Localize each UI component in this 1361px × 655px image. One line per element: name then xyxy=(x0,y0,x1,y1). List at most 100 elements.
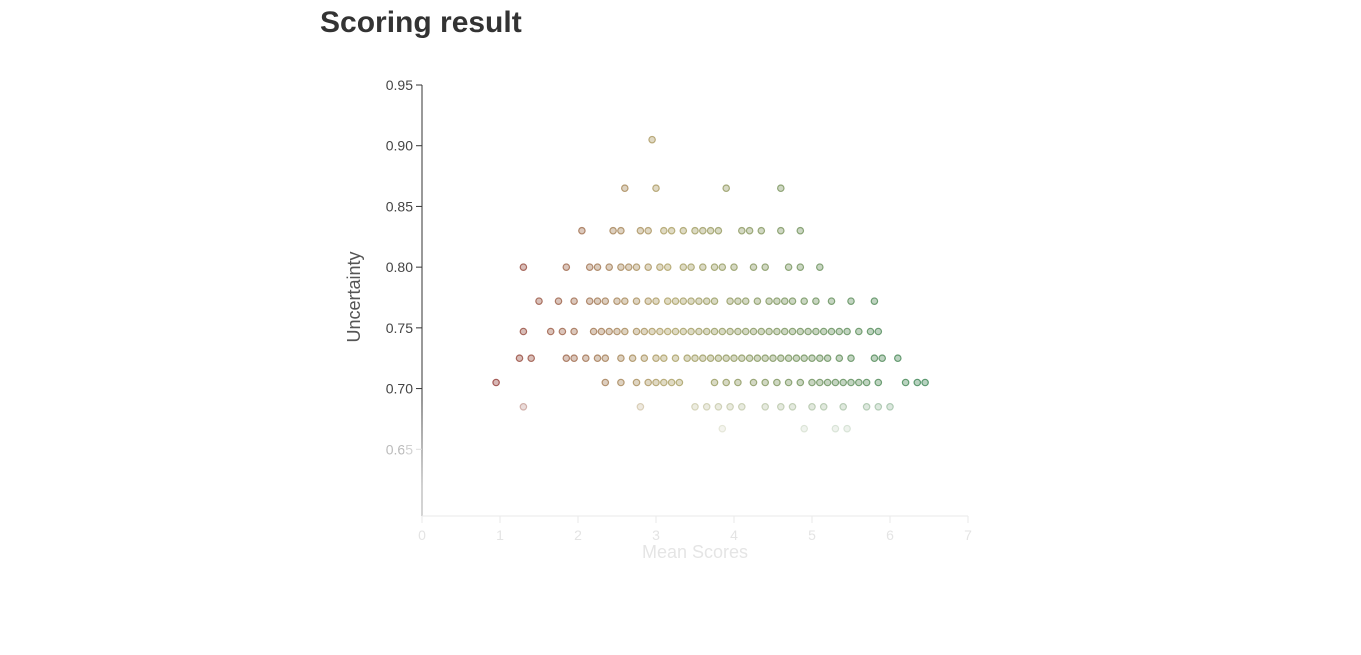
data-point xyxy=(741,297,750,305)
data-point xyxy=(776,226,785,235)
data-point xyxy=(800,297,809,305)
data-point xyxy=(609,226,617,235)
data-point xyxy=(827,327,836,336)
data-point xyxy=(796,378,805,387)
data-point xyxy=(854,327,863,336)
data-point xyxy=(854,378,863,387)
data-point xyxy=(749,327,758,336)
data-point xyxy=(632,297,641,305)
y-tick-label: 0.90 xyxy=(386,138,413,154)
x-tick-label: 0 xyxy=(418,527,426,543)
x-tick-label: 4 xyxy=(730,527,738,543)
data-point xyxy=(765,327,773,336)
data-point xyxy=(796,263,805,271)
data-point xyxy=(656,327,664,336)
data-point xyxy=(843,327,851,336)
data-point xyxy=(757,327,766,336)
data-point xyxy=(788,402,797,411)
data-point xyxy=(601,297,610,305)
data-point xyxy=(819,402,828,411)
data-point xyxy=(788,297,797,305)
axes-layer xyxy=(421,85,968,517)
data-point xyxy=(710,297,719,305)
data-point xyxy=(679,297,688,305)
data-point xyxy=(839,402,848,411)
data-point xyxy=(687,263,695,271)
data-point xyxy=(691,402,699,411)
data-point xyxy=(656,263,664,271)
data-point xyxy=(866,327,875,336)
data-point xyxy=(823,354,832,363)
data-point xyxy=(554,297,563,305)
data-point xyxy=(652,378,660,387)
data-point xyxy=(617,354,625,363)
y-tick-label: 0.85 xyxy=(386,198,413,214)
data-point xyxy=(753,297,762,305)
data-point xyxy=(667,378,676,387)
data-point xyxy=(519,327,528,336)
data-point xyxy=(773,327,781,336)
data-point xyxy=(597,327,606,336)
data-point xyxy=(652,297,660,305)
data-point xyxy=(847,378,855,387)
data-point xyxy=(601,354,610,363)
page-title: Scoring result xyxy=(320,6,522,39)
data-point xyxy=(679,263,688,271)
data-point xyxy=(663,297,672,305)
y-tick-label: 0.95 xyxy=(386,77,413,93)
data-point xyxy=(753,354,762,363)
data-point xyxy=(671,297,680,305)
data-point xyxy=(578,226,586,235)
data-point xyxy=(659,226,668,235)
data-point xyxy=(773,297,781,305)
data-point xyxy=(718,424,727,433)
data-point xyxy=(714,402,723,411)
data-point xyxy=(679,226,688,235)
data-point xyxy=(893,354,902,363)
data-point xyxy=(644,297,653,305)
data-point xyxy=(640,327,649,336)
data-point xyxy=(636,402,645,411)
data-point xyxy=(663,263,672,271)
data-point xyxy=(659,354,668,363)
data-point xyxy=(710,327,719,336)
data-point xyxy=(847,354,855,363)
data-point xyxy=(636,226,645,235)
data-point xyxy=(632,378,641,387)
data-point xyxy=(679,327,688,336)
data-point xyxy=(519,402,528,411)
data-point xyxy=(800,424,809,433)
x-tick-label: 6 xyxy=(886,527,894,543)
data-point xyxy=(792,354,801,363)
data-point xyxy=(698,354,707,363)
x-tick-label: 1 xyxy=(496,527,504,543)
data-point xyxy=(624,263,633,271)
data-point xyxy=(776,354,785,363)
data-point xyxy=(788,327,797,336)
data-point xyxy=(714,226,723,235)
data-point xyxy=(749,378,758,387)
data-point xyxy=(808,354,816,363)
data-point xyxy=(617,226,625,235)
y-ticks: 0.65 0.70 0.75 0.80 0.85 0.90 0.95 xyxy=(386,77,422,457)
y-tick-label: 0.70 xyxy=(386,381,413,397)
data-point xyxy=(808,402,816,411)
data-point xyxy=(815,263,824,271)
data-point xyxy=(632,327,641,336)
data-point xyxy=(601,378,610,387)
data-point xyxy=(730,354,738,363)
data-point xyxy=(492,378,500,387)
data-point xyxy=(710,378,719,387)
data-point xyxy=(581,354,590,363)
data-point xyxy=(808,378,816,387)
data-point xyxy=(652,354,660,363)
data-point xyxy=(710,263,719,271)
data-point xyxy=(687,327,695,336)
data-point xyxy=(644,378,653,387)
data-point xyxy=(585,263,594,271)
data-point xyxy=(617,378,625,387)
data-point xyxy=(644,263,653,271)
data-point xyxy=(628,354,637,363)
data-point xyxy=(706,354,715,363)
data-point xyxy=(695,297,703,305)
